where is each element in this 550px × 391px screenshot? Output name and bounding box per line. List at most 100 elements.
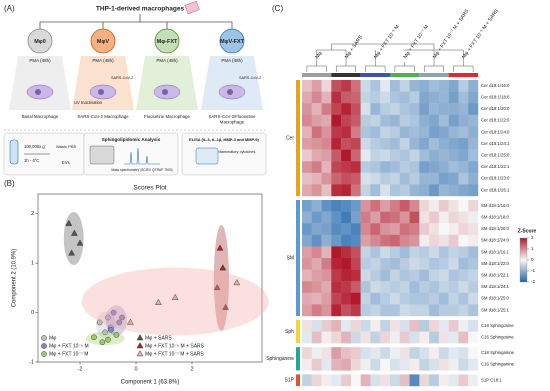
heatmap-cell [409,161,420,173]
row-label: Cer d18:1/16:0 [481,83,510,88]
plot-frame [37,193,263,363]
heatmap-cell [380,269,391,282]
heatmap-cell [311,91,322,104]
heatmap-cell [438,374,449,387]
x-axis-label: Component 1 (63.8%) [121,380,180,386]
heatmap-cell [341,200,352,212]
heatmap-cell [321,172,332,185]
row-label: SM d18:1/24:1 [481,284,510,289]
data-point [216,244,224,251]
row-group-label: S1P [285,378,295,384]
y-tick-label: -1 [29,359,34,365]
heatmap-cell [438,258,449,270]
heatmap-cell [341,126,352,139]
heatmap-cell [419,80,430,92]
heatmap-cell [311,80,322,92]
heatmap-cell [350,91,361,104]
heatmap-cell [331,246,342,259]
y-axis-label: Component 2 (10.9%) [12,249,18,308]
legend-label: Mφ + FXT 10⁻⁷ M + SARS [145,351,204,357]
heatmap-cell [409,304,420,317]
heatmap-cell [468,172,479,185]
heatmap-cell [302,258,312,270]
heatmap-cell [360,149,371,162]
heatmap-cell [468,269,479,282]
heatmap-cell [438,161,449,173]
treatment: PMA (48h) [156,58,178,63]
heatmap-cell [311,223,322,235]
heatmap-cell [321,200,332,212]
scale-tick-label: 2 [531,235,534,240]
legend-marker [136,342,144,349]
heatmap-cell [311,234,322,247]
heatmap-cell [370,184,381,197]
data-point [222,303,229,310]
row-group-bar [296,200,300,316]
data-point [110,309,117,316]
data-point [219,264,227,271]
heatmap-cell [341,281,352,293]
dendrogram [423,62,445,72]
heatmap-cell [390,200,400,212]
data-point [233,279,241,286]
heatmap-cell [331,138,342,150]
heatmap-cell [399,292,410,305]
row-label: Cer d18:1/24:1 [481,141,510,146]
step-text: 1h - 4°C [24,158,39,163]
heatmap-cell [311,292,322,305]
heatmap-cell [360,347,371,359]
heatmap-cell [350,292,361,305]
heatmap-cell [341,223,352,235]
heatmap-cell [468,234,479,247]
row-label: SM d18:1/25:1 [481,307,510,312]
heatmap-cell [409,246,420,259]
heatmap-cell [458,320,469,332]
heatmap-cell [399,211,410,224]
heatmap-cell [350,223,361,235]
heatmap-cell [350,138,361,150]
heatmap-cell [429,281,440,293]
heatmap-cell [448,161,459,173]
heatmap-cell [390,126,400,139]
heatmap-cell [370,149,381,162]
heatmap-cell [380,172,391,185]
nucleus-icon [98,89,104,95]
heatmap-cell [458,161,469,173]
heatmap-cell [448,320,459,332]
heatmap-cell [448,91,459,104]
heatmap-cell [438,347,449,359]
chart-title: Scores Plot [133,185,166,192]
heatmap-cell [311,114,322,127]
heatmap-cell [399,234,410,247]
heatmap-cell [331,347,342,359]
heatmap-cell [360,234,371,247]
heatmap-cell [350,114,361,127]
heatmap-cell [360,281,371,293]
heatmap-cell [321,149,332,162]
heatmap-cell [350,358,361,371]
heatmap-cell [341,374,352,387]
heatmap-cell [448,126,459,139]
data-point [119,314,125,321]
instrument-icon [89,145,115,165]
heatmap-cell [399,331,410,344]
heatmap-cell [302,126,312,139]
heatmap-cell [350,246,361,259]
heatmap-cell [409,211,420,224]
group-code: MφV [97,39,110,45]
heatmap-cell [448,138,459,150]
data-point [99,339,106,346]
heatmap-cell [341,138,352,150]
heatmap-cell [419,234,430,247]
column-group-label: Mφ [314,50,324,60]
heatmap-cell [311,347,322,359]
heatmap-cell [468,320,479,332]
heatmap-cell [448,331,459,344]
heatmap-cell [370,331,381,344]
heatmap-cell [390,149,400,162]
heatmap-cell [341,114,352,127]
heatmap-cell [341,292,352,305]
legend-label: Mφ + SARS [145,335,172,341]
heatmap-cell [380,234,391,247]
heatmap-cell [370,292,381,305]
